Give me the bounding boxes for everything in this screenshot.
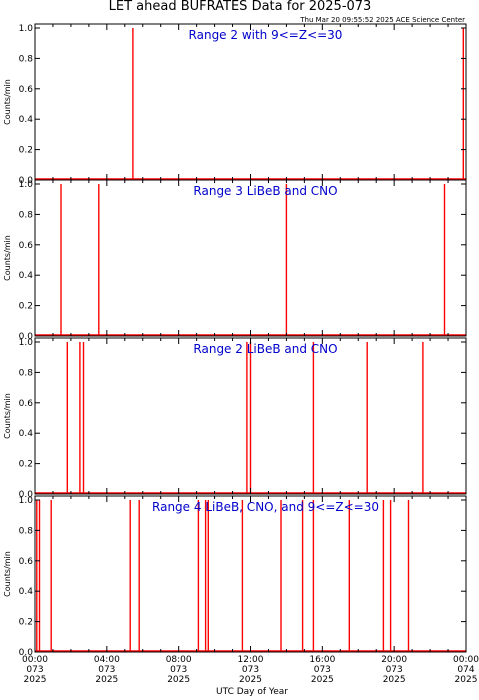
- y-axis-label: Counts/min: [3, 551, 12, 597]
- y-tick-label: 1.0: [19, 24, 34, 34]
- panel-label: Range 4 LiBeB, CNO, and 9<=Z<=30: [152, 500, 379, 514]
- x-tick-label-time: 20:00: [381, 655, 407, 665]
- y-axis-label: Counts/min: [3, 235, 12, 281]
- panel-1: 0.0 0.2 0.4 0.6 0.8 1.0 Counts/min Range 2 with…: [3, 23, 467, 186]
- x-tick-label-year: 2025: [311, 675, 334, 685]
- y-axis-label: Counts/min: [3, 393, 12, 439]
- y-tick-label: 0.4: [19, 271, 34, 281]
- panel-label: Range 2 with 9<=Z<=30: [189, 28, 343, 42]
- timestamp: Thu Mar 20 09:55:52 2025 ACE Science Cen…: [299, 16, 465, 24]
- y-tick-label: 0.2: [19, 618, 33, 628]
- x-tick-label-time: 00:00: [453, 655, 479, 665]
- x-tick-label-doy: 073: [386, 665, 403, 675]
- y-tick-label: 0.6: [19, 241, 34, 251]
- y-tick-label: 0.6: [19, 399, 34, 409]
- y-tick-label: 0.0: [19, 176, 34, 186]
- x-tick-label-doy: 073: [26, 665, 43, 675]
- y-tick-label: 0.8: [19, 368, 34, 378]
- x-tick-label-doy: 073: [98, 665, 115, 675]
- y-tick-label: 1.0: [19, 180, 34, 190]
- panel-label: Range 3 LiBeB and CNO: [193, 184, 337, 198]
- x-tick-label-time: 12:00: [238, 655, 264, 665]
- x-tick-label-time: 08:00: [166, 655, 192, 665]
- y-tick-label: 0.6: [19, 85, 34, 95]
- x-tick-label-year: 2025: [24, 675, 47, 685]
- y-tick-label: 0.8: [19, 54, 34, 64]
- chart-title: LET ahead BUFRATES Data for 2025-073: [109, 0, 372, 14]
- panel-label: Range 2 LiBeB and CNO: [193, 342, 337, 356]
- x-tick-label-time: 16:00: [309, 655, 335, 665]
- plot-frame: [34, 495, 467, 653]
- x-tick-label-time: 04:00: [94, 655, 120, 665]
- x-axis-label: UTC Day of Year: [216, 687, 288, 697]
- x-tick-label-doy: 073: [170, 665, 187, 675]
- y-axis-label: Counts/min: [3, 79, 12, 125]
- y-tick-label: 0.8: [19, 526, 34, 536]
- x-tick-label-year: 2025: [167, 675, 190, 685]
- y-tick-label: 1.0: [19, 496, 34, 506]
- y-tick-label: 0.0: [19, 490, 34, 500]
- y-tick-label: 0.4: [19, 587, 34, 597]
- y-tick-label: 0.6: [19, 557, 34, 567]
- y-tick-label: 0.2: [19, 460, 33, 470]
- x-tick-label-year: 2025: [383, 675, 406, 685]
- x-tick-label-time: 00:00: [22, 655, 48, 665]
- x-axis: 00:00073202504:00073202508:00073202512:0…: [22, 655, 479, 685]
- y-tick-label: 0.8: [19, 210, 34, 220]
- x-tick-label-doy: 074: [457, 665, 474, 675]
- plot-frame: [34, 179, 467, 337]
- y-tick-label: 0.4: [19, 429, 34, 439]
- y-tick-label: 0.0: [19, 648, 34, 658]
- panels: 0.0 0.2 0.4 0.6 0.8 1.0 Counts/min Range 2 with…: [3, 23, 467, 658]
- x-tick-label-doy: 073: [242, 665, 259, 675]
- y-tick-label: 1.0: [19, 338, 34, 348]
- x-tick-label-year: 2025: [239, 675, 262, 685]
- x-tick-label-year: 2025: [95, 675, 118, 685]
- y-tick-label: 0.2: [19, 146, 33, 156]
- panel-4: 0.0 0.2 0.4 0.6 0.8 1.0 Counts/min Range 4 LiBe…: [3, 495, 467, 658]
- y-tick-label: 0.2: [19, 302, 33, 312]
- y-tick-label: 0.4: [19, 115, 34, 125]
- x-tick-label-year: 2025: [455, 675, 478, 685]
- panel-3: 0.0 0.2 0.4 0.6 0.8 1.0 Counts/min Range 2 LiBe…: [3, 337, 467, 500]
- plot-frame: [34, 23, 467, 181]
- panel-2: 0.0 0.2 0.4 0.6 0.8 1.0 Counts/min Range 3 LiBe…: [3, 179, 467, 342]
- x-tick-label-doy: 073: [314, 665, 331, 675]
- y-tick-label: 0.0: [19, 332, 34, 342]
